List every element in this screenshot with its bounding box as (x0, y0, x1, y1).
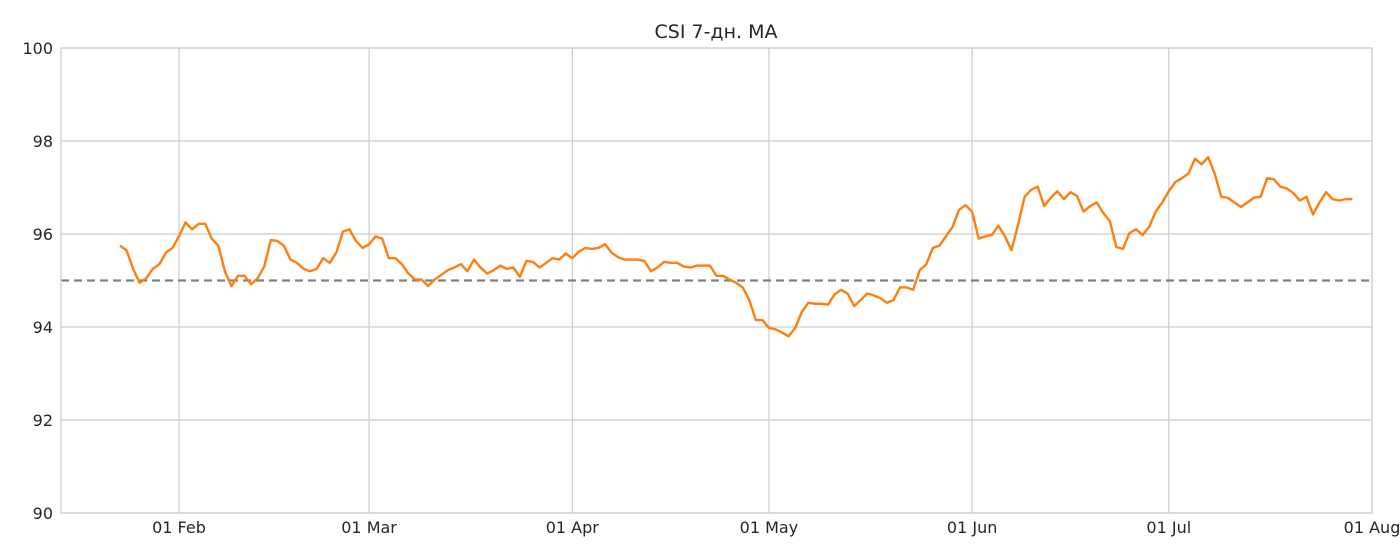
y-tick-label: 98 (33, 132, 53, 151)
x-tick-label: 01 Jul (1146, 518, 1191, 537)
x-tick-label: 01 Mar (341, 518, 397, 537)
x-tick-label: 01 Apr (546, 518, 600, 537)
x-tick-label: 01 Aug (1344, 518, 1400, 537)
x-tick-label: 01 Feb (152, 518, 206, 537)
y-tick-label: 90 (33, 504, 53, 523)
series-line (119, 156, 1353, 338)
plot-border (60, 47, 1373, 514)
series-group (119, 156, 1353, 338)
axes: 90 92 94 96 98 100 01 Feb 01 Mar 01 Apr 01 May 01 … (22, 39, 1400, 537)
y-tick-label: 92 (33, 411, 53, 430)
chart-title: CSI 7-дн. MA (655, 21, 778, 43)
y-tick-label: 94 (33, 318, 53, 337)
y-tick-label: 96 (33, 225, 53, 244)
x-tick-label: 01 Jun (947, 518, 997, 537)
y-tick-label: 100 (22, 39, 53, 58)
x-tick-label: 01 May (740, 518, 799, 537)
